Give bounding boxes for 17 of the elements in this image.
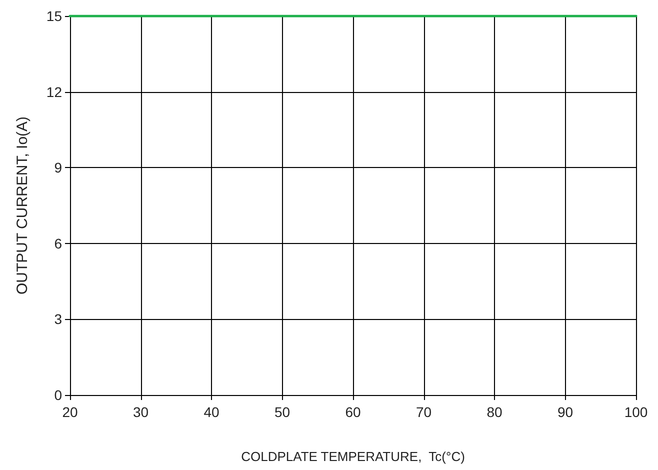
y-tick-label: 0 bbox=[54, 387, 62, 403]
y-axis-title: OUTPUT CURRENT, Io(A) bbox=[14, 116, 31, 295]
x-tick-label: 90 bbox=[557, 404, 574, 420]
x-tick-label: 40 bbox=[204, 404, 220, 420]
x-tick-label: 70 bbox=[416, 404, 432, 420]
y-tick-label: 6 bbox=[54, 235, 62, 252]
y-tick-label: 9 bbox=[54, 160, 62, 176]
x-tick-label: 60 bbox=[345, 404, 361, 420]
x-tick-label: 30 bbox=[132, 404, 149, 420]
x-tick-label: 20 bbox=[62, 404, 78, 420]
x-tick-label: 100 bbox=[624, 404, 648, 420]
y-tick-label: 15 bbox=[46, 8, 62, 24]
x-tick-label: 50 bbox=[274, 404, 290, 420]
x-tick-label: 80 bbox=[486, 404, 502, 420]
y-tick-label: 3 bbox=[54, 311, 62, 328]
x-axis-title: COLDPLATE TEMPERATURE, Tc(°C) bbox=[241, 449, 465, 464]
y-tick-label: 12 bbox=[46, 84, 62, 100]
